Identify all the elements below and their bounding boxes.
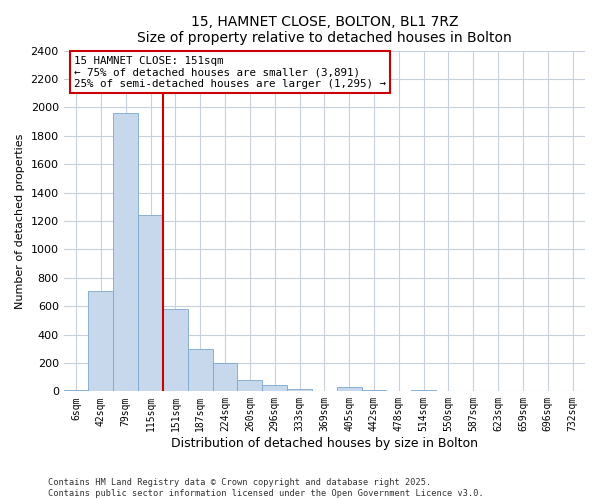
Bar <box>312 390 337 392</box>
Bar <box>188 348 212 392</box>
Text: 15 HAMNET CLOSE: 151sqm
← 75% of detached houses are smaller (3,891)
25% of semi: 15 HAMNET CLOSE: 151sqm ← 75% of detache… <box>74 56 386 89</box>
Bar <box>287 389 312 392</box>
Bar <box>113 113 138 392</box>
Text: Contains HM Land Registry data © Crown copyright and database right 2025.
Contai: Contains HM Land Registry data © Crown c… <box>48 478 484 498</box>
X-axis label: Distribution of detached houses by size in Bolton: Distribution of detached houses by size … <box>171 437 478 450</box>
Bar <box>386 390 411 392</box>
Bar <box>64 390 88 392</box>
Bar <box>362 390 386 392</box>
Y-axis label: Number of detached properties: Number of detached properties <box>15 133 25 308</box>
Bar <box>163 309 188 392</box>
Title: 15, HAMNET CLOSE, BOLTON, BL1 7RZ
Size of property relative to detached houses i: 15, HAMNET CLOSE, BOLTON, BL1 7RZ Size o… <box>137 15 512 45</box>
Bar <box>337 387 362 392</box>
Bar <box>212 363 238 392</box>
Bar <box>88 290 113 392</box>
Bar <box>238 380 262 392</box>
Bar <box>262 385 287 392</box>
Bar <box>411 390 436 392</box>
Bar <box>138 216 163 392</box>
